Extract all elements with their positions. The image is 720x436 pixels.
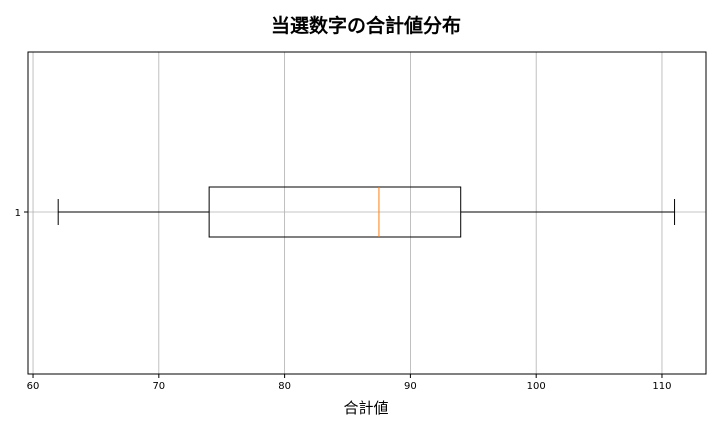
axes-frame xyxy=(27,51,707,375)
x-axis-label: 合計値 xyxy=(343,399,388,417)
x-tick-label: 110 xyxy=(652,381,671,392)
y-tick-label: 1 xyxy=(15,208,21,219)
x-tick-label: 60 xyxy=(27,381,40,392)
x-tick-label: 80 xyxy=(278,381,291,392)
x-tick-label: 100 xyxy=(527,381,546,392)
x-tick-label: 70 xyxy=(152,381,165,392)
chart-title: 当選数字の合計値分布 xyxy=(271,14,461,37)
iqr-box xyxy=(208,186,462,238)
x-tick-label: 90 xyxy=(404,381,417,392)
